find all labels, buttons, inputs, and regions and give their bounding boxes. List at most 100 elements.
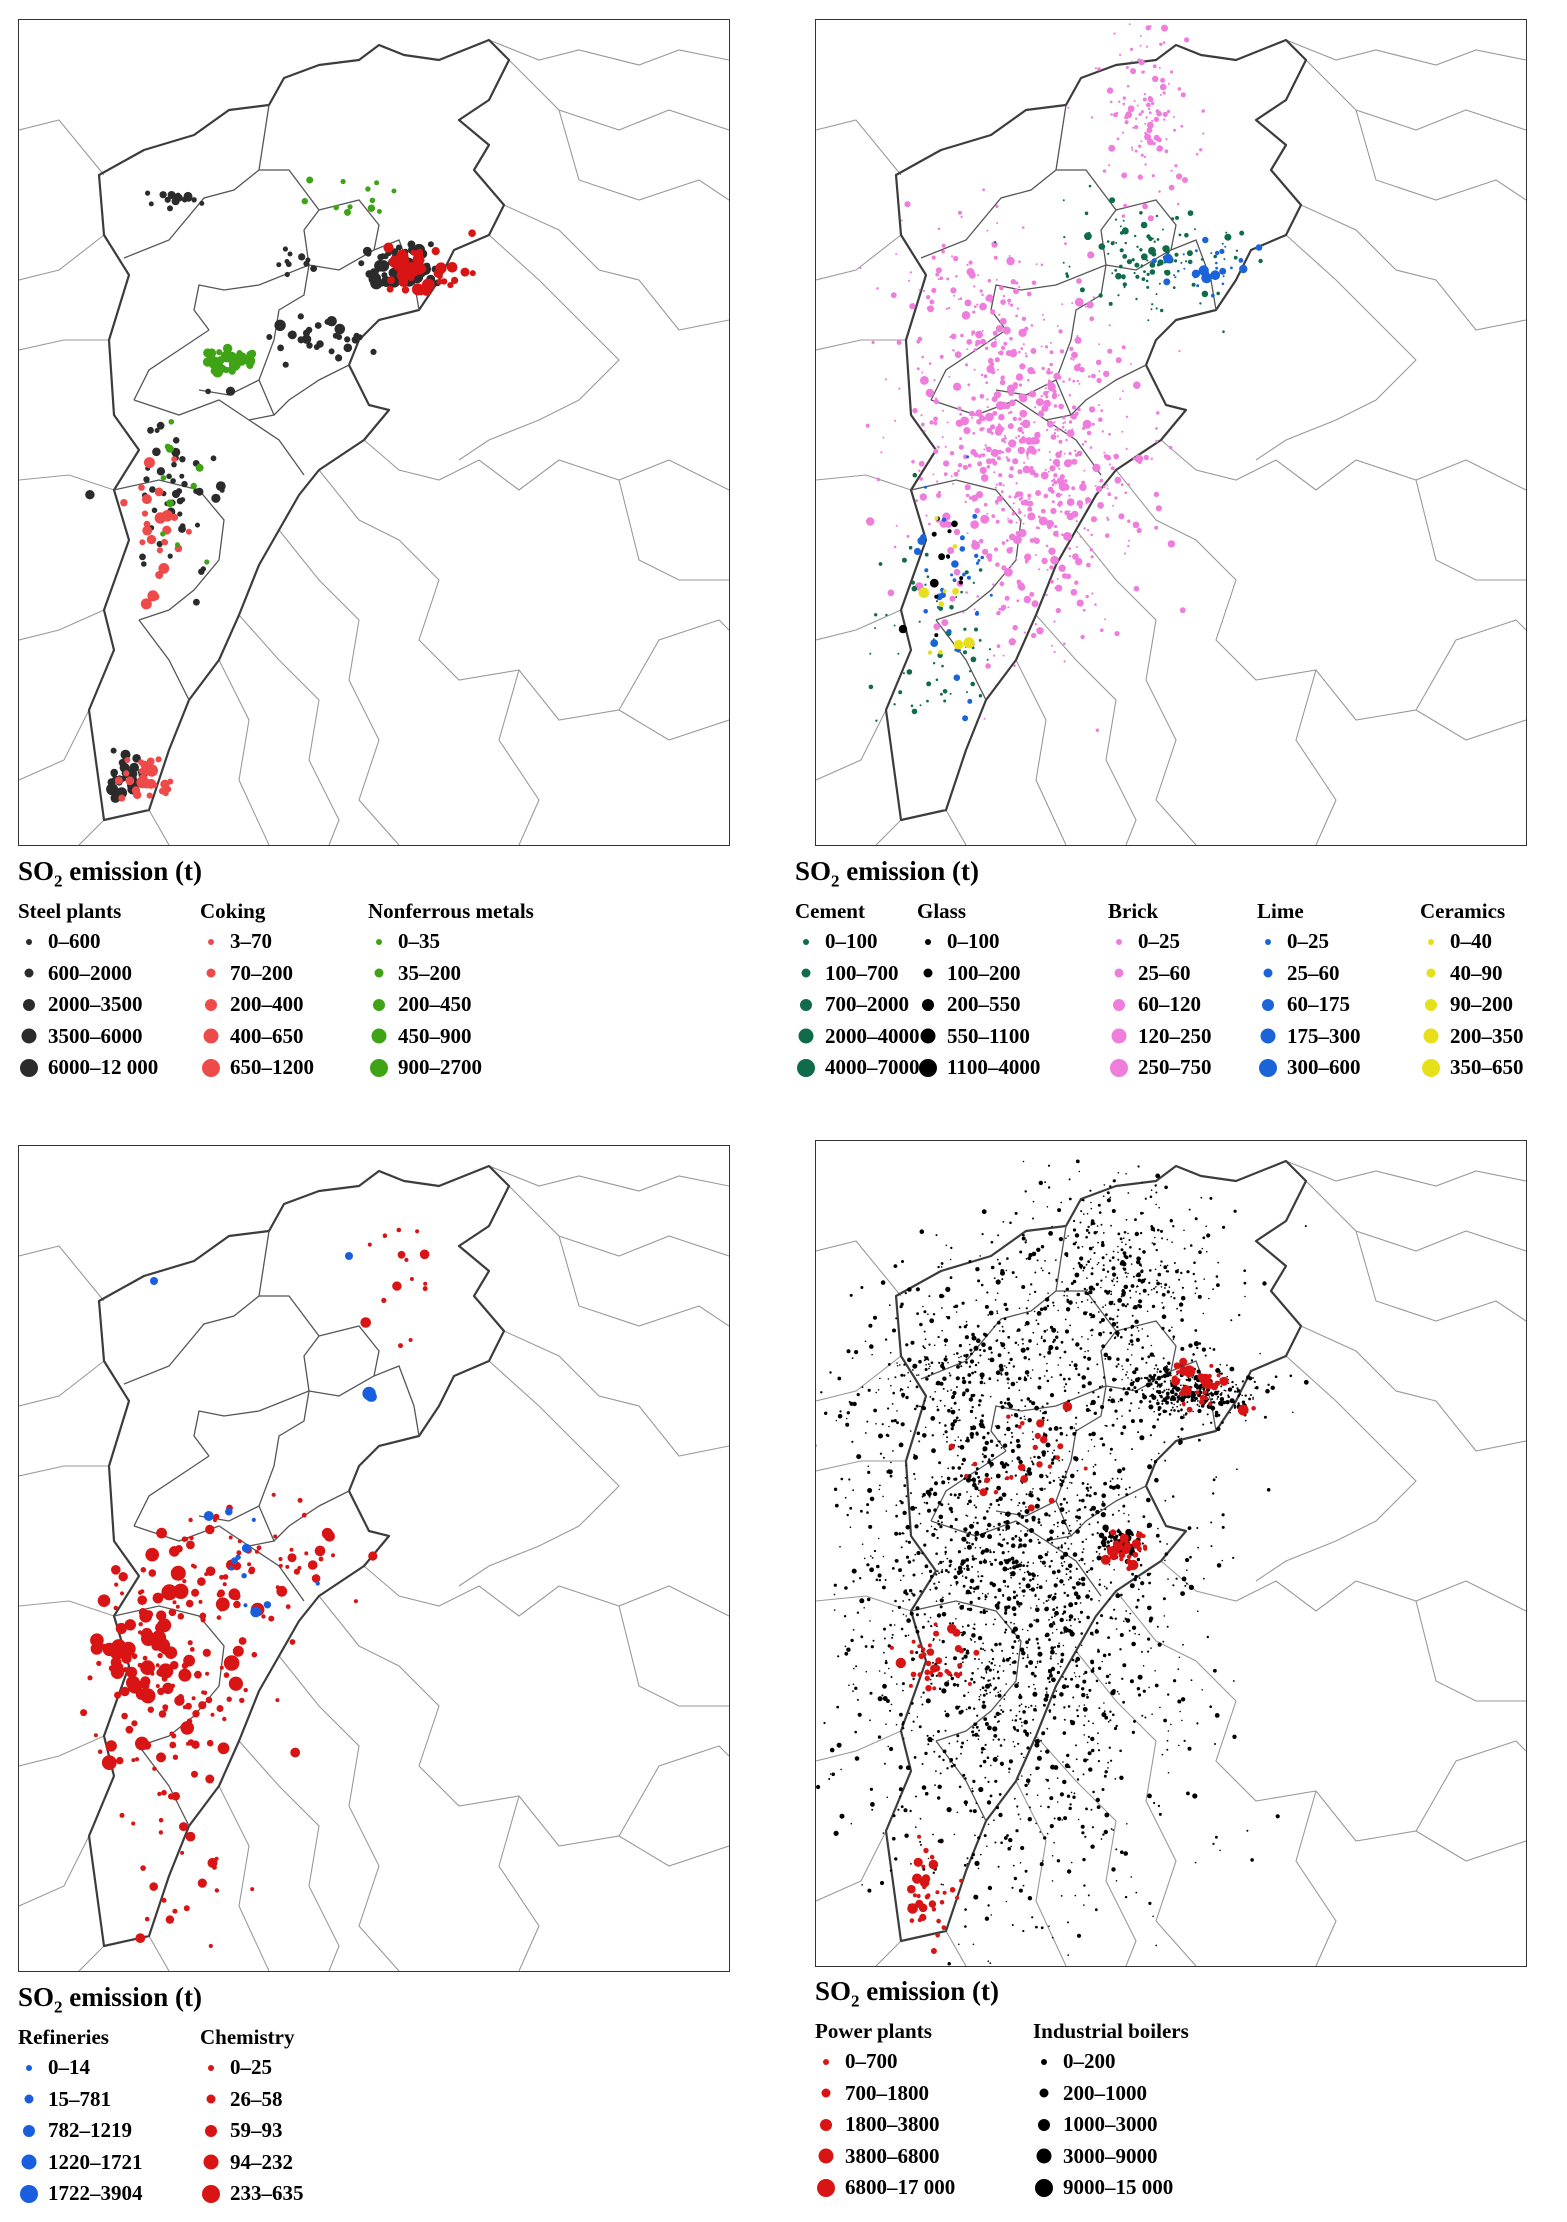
brick-plant-marker	[1082, 608, 1086, 612]
industrial-boiler-marker	[928, 1569, 933, 1573]
industrial-boiler-marker	[972, 1943, 975, 1946]
industrial-boiler-marker	[1020, 1703, 1023, 1705]
cement-plant-marker	[1110, 241, 1115, 246]
industrial-boiler-marker	[1157, 1642, 1162, 1647]
industrial-boiler-marker	[924, 1338, 927, 1341]
industrial-boiler-marker	[1010, 1845, 1012, 1848]
industrial-boiler-marker	[1068, 1197, 1072, 1201]
industrial-boiler-marker	[992, 1623, 995, 1626]
industrial-boiler-marker	[1087, 1338, 1089, 1340]
industrial-boiler-marker	[1098, 1600, 1100, 1602]
brick-plant-marker	[1054, 481, 1057, 485]
industrial-boiler-marker	[1139, 1292, 1141, 1295]
industrial-boiler-marker	[1053, 1338, 1056, 1342]
chemistry-plant-marker	[217, 1742, 230, 1755]
chemistry-plant-marker	[111, 1565, 121, 1575]
brick-plant-marker	[1086, 528, 1090, 532]
brick-plant-marker	[1134, 125, 1139, 130]
industrial-boiler-marker	[1048, 1669, 1051, 1672]
industrial-boiler-marker	[1189, 1555, 1192, 1559]
industrial-boiler-marker	[1221, 1513, 1225, 1517]
steel-plant-marker	[343, 343, 353, 353]
industrial-boiler-marker	[1018, 1536, 1021, 1539]
industrial-boiler-marker	[1232, 1734, 1237, 1739]
brick-plant-marker	[953, 382, 962, 391]
industrial-boiler-marker	[982, 1677, 985, 1680]
industrial-boiler-marker	[882, 1683, 887, 1689]
industrial-boiler-marker	[965, 1477, 972, 1483]
industrial-boiler-marker	[1055, 1439, 1058, 1442]
brick-plant-marker	[1057, 375, 1062, 380]
cement-plant-marker	[1180, 261, 1183, 264]
chemistry-plant-marker	[138, 1622, 143, 1627]
industrial-boiler-marker	[970, 1856, 974, 1860]
industrial-boiler-marker	[1028, 1623, 1033, 1628]
industrial-boiler-marker	[977, 1483, 980, 1485]
industrial-boiler-marker	[1131, 1314, 1134, 1317]
industrial-boiler-marker	[1088, 1688, 1092, 1692]
cement-plant-marker	[878, 562, 883, 566]
brick-plant-marker	[1040, 345, 1043, 348]
industrial-boiler-marker	[991, 1650, 994, 1653]
industrial-boiler-marker	[941, 1329, 943, 1332]
steel-plant-marker	[181, 480, 188, 488]
industrial-boiler-marker	[994, 1603, 1000, 1609]
industrial-boiler-marker	[1059, 1692, 1064, 1697]
brick-plant-marker	[1002, 294, 1006, 298]
industrial-boiler-marker	[900, 1627, 904, 1631]
brick-plant-marker	[1037, 515, 1041, 519]
chemistry-plant-marker	[80, 1709, 88, 1717]
province-boundary	[816, 1830, 887, 1902]
industrial-boiler-marker	[1084, 1670, 1088, 1674]
cement-plant-marker	[1122, 219, 1125, 222]
industrial-boiler-marker	[1123, 1231, 1127, 1234]
industrial-boiler-marker	[854, 1756, 860, 1761]
industrial-boiler-marker	[932, 1734, 935, 1737]
brick-plant-marker	[1088, 406, 1096, 413]
brick-plant-marker	[998, 417, 1002, 420]
industrial-boiler-marker	[1060, 1201, 1063, 1204]
industrial-boiler-marker	[960, 1745, 963, 1749]
industrial-boiler-marker	[1035, 1607, 1040, 1613]
industrial-boiler-marker	[937, 1520, 940, 1523]
industrial-boiler-marker	[973, 1504, 976, 1507]
steel-plant-marker	[143, 476, 150, 483]
cement-plant-marker	[1098, 243, 1106, 250]
brick-plant-marker	[975, 333, 979, 337]
brick-plant-marker	[1071, 428, 1074, 431]
industrial-boiler-marker	[1119, 1775, 1124, 1780]
industrial-boiler-marker	[971, 1335, 977, 1341]
industrial-boiler-marker	[897, 1605, 901, 1609]
industrial-boiler-marker	[1027, 1629, 1029, 1632]
legend-item: 0–25	[1257, 926, 1329, 958]
industrial-boiler-marker	[1060, 1545, 1063, 1549]
industrial-boiler-marker	[877, 1573, 882, 1578]
legend-symbol	[24, 2094, 34, 2104]
ceramics-plant-marker	[938, 649, 943, 655]
legend-symbol	[23, 998, 35, 1011]
industrial-boiler-marker	[914, 1524, 919, 1529]
lime-plant-marker	[974, 553, 979, 558]
industrial-boiler-marker	[1183, 1229, 1185, 1232]
industrial-boiler-marker	[915, 1506, 917, 1509]
brick-plant-marker	[995, 401, 1005, 411]
brick-plant-marker	[1061, 425, 1065, 429]
steel-plant-marker	[151, 507, 158, 514]
brick-plant-marker	[1125, 447, 1128, 450]
industrial-boiler-marker	[1076, 1651, 1078, 1653]
industrial-boiler-marker	[1101, 1256, 1105, 1260]
region-outline	[87, 38, 511, 822]
industrial-boiler-marker	[971, 1787, 974, 1790]
industrial-boiler-marker	[1111, 1322, 1117, 1327]
industrial-boiler-marker	[1090, 1301, 1093, 1304]
brick-plant-marker	[1015, 482, 1018, 485]
industrial-boiler-marker	[1002, 1659, 1006, 1663]
brick-plant-marker	[1167, 82, 1170, 85]
industrial-boiler-marker	[1152, 1915, 1154, 1918]
industrial-boiler-marker	[1043, 1697, 1049, 1702]
brick-plant-marker	[999, 285, 1004, 291]
industrial-boiler-marker	[905, 1464, 907, 1467]
industrial-boiler-marker	[1107, 1636, 1110, 1639]
industrial-boiler-marker	[854, 1686, 858, 1690]
brick-plant-marker	[1095, 728, 1100, 732]
